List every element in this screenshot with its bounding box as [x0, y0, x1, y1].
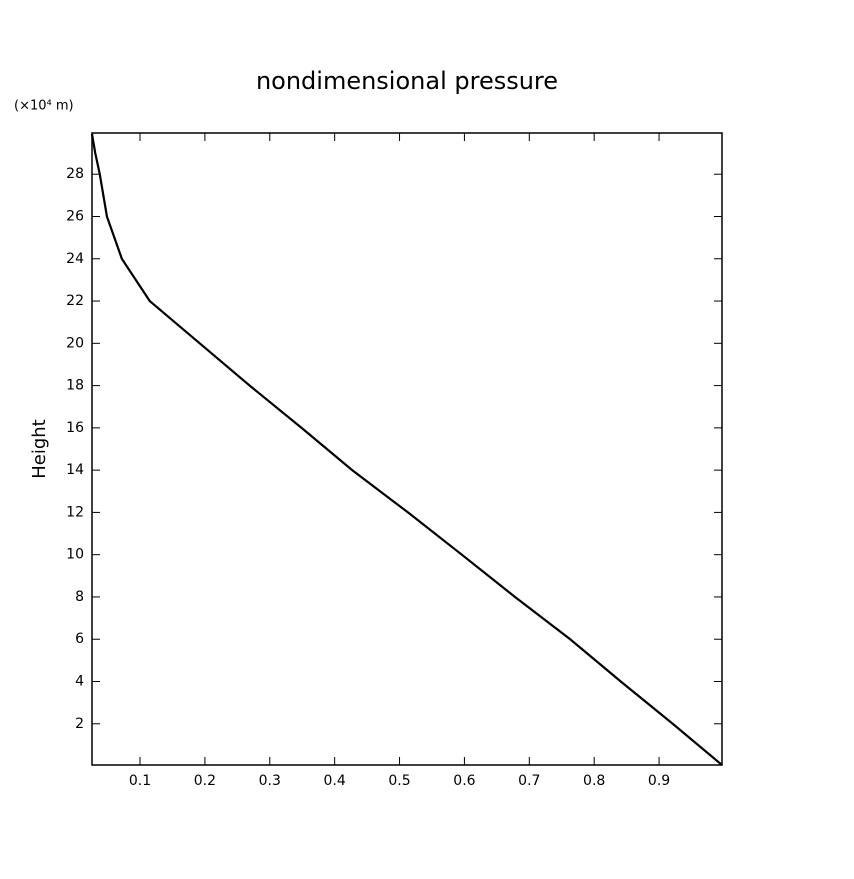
x-tick-label: 0.2	[194, 773, 216, 789]
y-tick-label: 26	[66, 208, 84, 224]
y-tick-label: 8	[75, 589, 84, 605]
y-axis-label: Height	[29, 419, 50, 479]
x-tick-label: 0.7	[518, 773, 540, 789]
y-tick-label: 28	[66, 166, 84, 182]
y-tick-label: 4	[75, 674, 84, 690]
x-tick-label: 0.1	[129, 773, 151, 789]
chart-title: nondimensional pressure	[256, 67, 558, 95]
y-tick-label: 14	[66, 462, 84, 478]
plot-frame	[91, 132, 723, 766]
data-line	[90, 133, 723, 766]
x-tick-label: 0.9	[648, 773, 670, 789]
y-tick-label: 16	[66, 420, 84, 436]
x-tick-label: 0.8	[583, 773, 605, 789]
x-tick-label: 0.3	[259, 773, 281, 789]
y-tick-label: 6	[75, 631, 84, 647]
y-tick-label: 22	[66, 293, 84, 309]
y-tick-label: 20	[66, 335, 84, 351]
x-tick-label: 0.6	[453, 773, 475, 789]
y-tick-label: 24	[66, 251, 84, 267]
y-tick-label: 12	[66, 504, 84, 520]
y-tick-label: 2	[75, 716, 84, 732]
x-tick-label: 0.5	[388, 773, 410, 789]
y-tick-label: 18	[66, 378, 84, 394]
x-tick-label: 0.4	[324, 773, 346, 789]
y-tick-label: 10	[66, 547, 84, 563]
y-unit: (×10⁴ m)	[14, 99, 74, 114]
